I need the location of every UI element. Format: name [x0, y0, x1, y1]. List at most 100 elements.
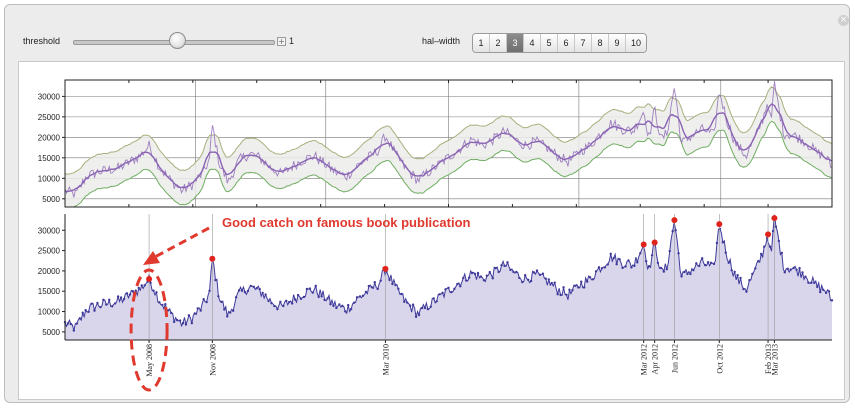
data-point — [762, 245, 766, 248]
data-point — [237, 289, 241, 292]
data-point — [768, 245, 772, 248]
data-point — [288, 300, 291, 304]
data-point — [308, 287, 312, 290]
data-point — [155, 291, 158, 294]
data-point — [777, 239, 781, 243]
data-point — [72, 329, 76, 332]
threshold-expand-icon[interactable]: + — [277, 37, 286, 46]
halfwidth-setter-bar: 1 2 3 4 5 6 7 8 9 10 — [472, 33, 647, 53]
data-point — [792, 266, 795, 270]
halfwidth-option-9[interactable]: 9 — [609, 34, 626, 52]
data-point — [603, 266, 607, 269]
y-tick-label: 5000 — [42, 328, 60, 337]
threshold-slider-thumb[interactable] — [168, 32, 186, 49]
data-point — [187, 314, 191, 317]
data-point — [730, 269, 733, 272]
data-point — [509, 268, 512, 272]
halfwidth-option-7[interactable]: 7 — [575, 34, 592, 52]
data-point — [701, 257, 704, 260]
data-point — [335, 306, 338, 310]
peak-marker — [382, 265, 389, 272]
data-point — [175, 318, 179, 322]
data-point — [435, 300, 438, 303]
data-point — [639, 252, 642, 255]
data-point — [444, 288, 447, 291]
data-point — [783, 271, 786, 274]
data-point — [765, 237, 769, 240]
data-point — [299, 297, 303, 300]
data-point — [706, 260, 710, 264]
data-point — [69, 322, 73, 326]
data-point — [459, 285, 462, 288]
data-point — [798, 267, 801, 270]
annotation-arrow-head — [143, 251, 160, 265]
data-point — [627, 259, 630, 262]
data-point — [140, 284, 143, 287]
data-point — [624, 265, 627, 268]
data-point — [456, 282, 459, 286]
peak-marker — [209, 255, 216, 262]
data-point — [485, 274, 489, 277]
data-point — [453, 287, 456, 291]
data-point — [698, 264, 701, 268]
data-point — [164, 303, 167, 306]
data-point — [689, 272, 692, 276]
data-point — [270, 302, 273, 305]
data-point — [113, 302, 117, 305]
data-point — [296, 293, 300, 297]
data-point — [172, 320, 176, 324]
data-point — [547, 278, 550, 281]
date-label: Oct 2012 — [715, 344, 724, 374]
halfwidth-option-3[interactable]: 3 — [507, 34, 524, 52]
data-point — [223, 308, 226, 311]
data-point — [158, 301, 161, 304]
halfwidth-option-2[interactable]: 2 — [490, 34, 507, 52]
data-point — [279, 300, 282, 304]
data-point — [128, 293, 132, 296]
data-point — [193, 312, 196, 315]
halfwidth-option-8[interactable]: 8 — [592, 34, 609, 52]
y-tick-label: 25000 — [38, 113, 61, 122]
data-point — [512, 270, 515, 274]
data-point — [819, 290, 822, 294]
data-point — [488, 270, 491, 274]
halfwidth-option-10[interactable]: 10 — [626, 34, 646, 52]
y-tick-label: 30000 — [38, 92, 61, 101]
data-point — [143, 284, 146, 287]
halfwidth-option-1[interactable]: 1 — [473, 34, 490, 52]
data-point — [196, 307, 199, 310]
data-point — [190, 321, 194, 325]
data-point — [821, 288, 825, 292]
data-point — [75, 322, 78, 325]
data-point — [715, 241, 719, 245]
data-point — [119, 296, 123, 299]
halfwidth-option-6[interactable]: 6 — [558, 34, 575, 52]
data-point — [161, 303, 164, 307]
data-point — [282, 304, 285, 308]
data-point — [830, 299, 834, 302]
halfwidth-option-5[interactable]: 5 — [541, 34, 558, 52]
data-point — [208, 289, 211, 292]
data-point — [214, 278, 217, 282]
y-tick-label: 30000 — [38, 226, 61, 235]
halfwidth-option-4[interactable]: 4 — [524, 34, 541, 52]
close-icon[interactable]: × — [838, 15, 849, 26]
data-point — [414, 315, 418, 319]
data-point — [255, 287, 258, 290]
data-point — [467, 276, 471, 279]
data-point — [426, 307, 430, 311]
data-point — [754, 267, 757, 270]
data-point — [341, 304, 344, 308]
data-point — [636, 261, 639, 264]
data-point — [290, 302, 294, 305]
data-point — [550, 281, 553, 285]
data-point — [205, 300, 208, 304]
date-label: Apr 2012 — [651, 344, 660, 374]
peak-marker — [671, 217, 678, 224]
y-tick-label: 5000 — [42, 195, 60, 204]
data-point — [462, 276, 465, 280]
peak-marker — [640, 241, 647, 248]
data-point — [721, 241, 725, 244]
data-point — [391, 282, 394, 286]
data-point — [538, 273, 542, 277]
